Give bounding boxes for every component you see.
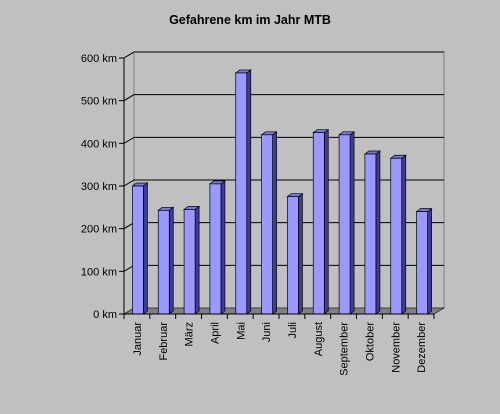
bar-side — [246, 69, 252, 315]
y-tick-label: 600 km — [81, 53, 117, 65]
bar — [390, 157, 403, 315]
x-tick-label: August — [313, 322, 325, 356]
x-tick-label: Juni — [261, 322, 273, 342]
bar — [364, 153, 377, 315]
bar-side — [427, 207, 432, 315]
x-tick-label: Februar — [158, 322, 170, 361]
x-tick-label: März — [184, 322, 196, 346]
x-tick-label: Mai — [235, 322, 247, 340]
bar-side — [220, 180, 226, 315]
y-tick-label: 0 km — [93, 309, 117, 321]
bar-side — [375, 150, 381, 315]
bar — [416, 211, 428, 315]
x-tick-label: Dezember — [416, 322, 428, 373]
bar-side — [323, 128, 329, 315]
bar — [312, 132, 325, 315]
y-tick-label: 500 km — [81, 96, 117, 108]
bar-side — [143, 182, 148, 315]
bar-side — [298, 192, 303, 315]
bar — [157, 209, 170, 315]
y-tick-label: 200 km — [81, 224, 117, 236]
bar — [183, 209, 196, 315]
bar-side — [194, 205, 200, 315]
bar — [235, 72, 248, 315]
bar-side — [401, 154, 407, 315]
gridline — [123, 51, 444, 59]
y-tick-label: 400 km — [81, 138, 117, 150]
bar — [338, 134, 351, 315]
x-tick-label: Oktober — [364, 322, 376, 361]
x-tick-label: November — [390, 322, 402, 373]
bar — [261, 134, 273, 315]
chart-title: Gefahrene km im Jahr MTB — [169, 13, 331, 27]
bar — [209, 183, 222, 315]
y-tick-label: 100 km — [81, 266, 117, 278]
bar — [287, 196, 299, 315]
x-tick-label: April — [209, 322, 221, 344]
bar — [132, 185, 144, 315]
gridline — [123, 94, 444, 102]
plot-area: 0 km 100 km 200 km 300 km 400 km 500 km 600 km… — [81, 51, 446, 376]
x-tick-label: Juli — [287, 322, 299, 339]
bar-side — [349, 131, 355, 315]
y-tick-label: 300 km — [81, 181, 117, 193]
bar-side — [168, 206, 174, 315]
x-tick-label: Januar — [132, 322, 144, 356]
x-tick-label: September — [339, 322, 351, 376]
bar-side — [272, 131, 277, 315]
